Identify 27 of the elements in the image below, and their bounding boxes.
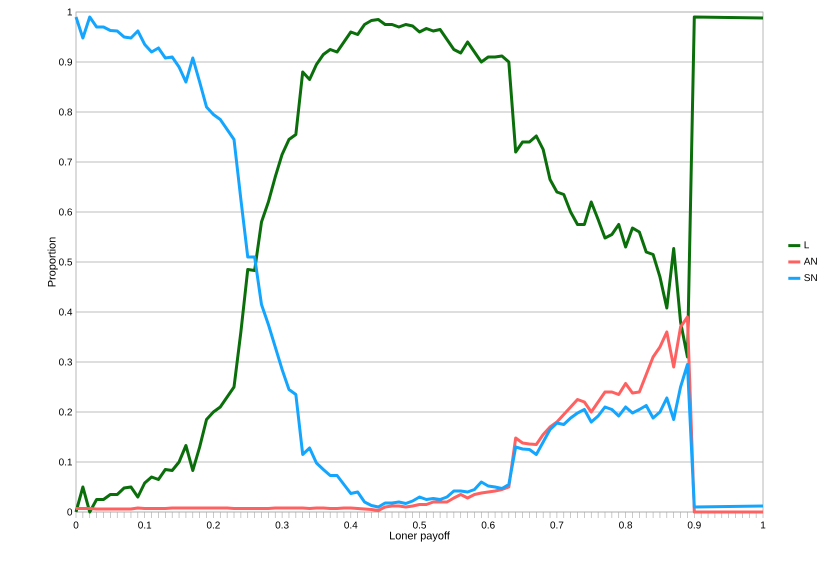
y-tick-label: 0 <box>67 508 72 516</box>
x-tick-label: 0.8 <box>619 522 632 529</box>
x-tick-label: 0.3 <box>276 522 289 529</box>
y-tick-label: 0.9 <box>59 58 72 66</box>
x-tick-label: 0 <box>74 522 78 529</box>
y-tick-label: 1 <box>68 8 72 16</box>
x-tick-label: 0.1 <box>138 522 152 529</box>
legend-label: AN <box>804 258 817 265</box>
x-tick-label: 0.5 <box>412 522 426 529</box>
legend-label: L <box>804 241 810 248</box>
y-tick-label: 0.7 <box>59 158 72 166</box>
y-axis-title: Proportion <box>48 237 58 286</box>
y-tick-label: 0.8 <box>59 108 72 116</box>
x-tick-label: 0.6 <box>482 522 495 529</box>
y-tick-label: 0.5 <box>59 258 72 266</box>
x-tick-label: 0.7 <box>550 522 564 529</box>
y-tick-label: 0.2 <box>59 408 72 416</box>
y-tick-label: 0.3 <box>59 358 72 366</box>
y-tick-label: 0.4 <box>59 308 72 316</box>
x-tick-label: 0.4 <box>344 522 358 529</box>
x-tick-label: 0.2 <box>206 522 220 529</box>
x-axis-title: Loner payoff <box>390 531 450 542</box>
x-tick-label: 1 <box>761 522 766 528</box>
legend-label: SN <box>804 274 817 282</box>
y-tick-label: 0.1 <box>59 458 72 466</box>
y-tick-label: 0.6 <box>59 208 72 216</box>
x-tick-label: 0.9 <box>688 522 701 529</box>
